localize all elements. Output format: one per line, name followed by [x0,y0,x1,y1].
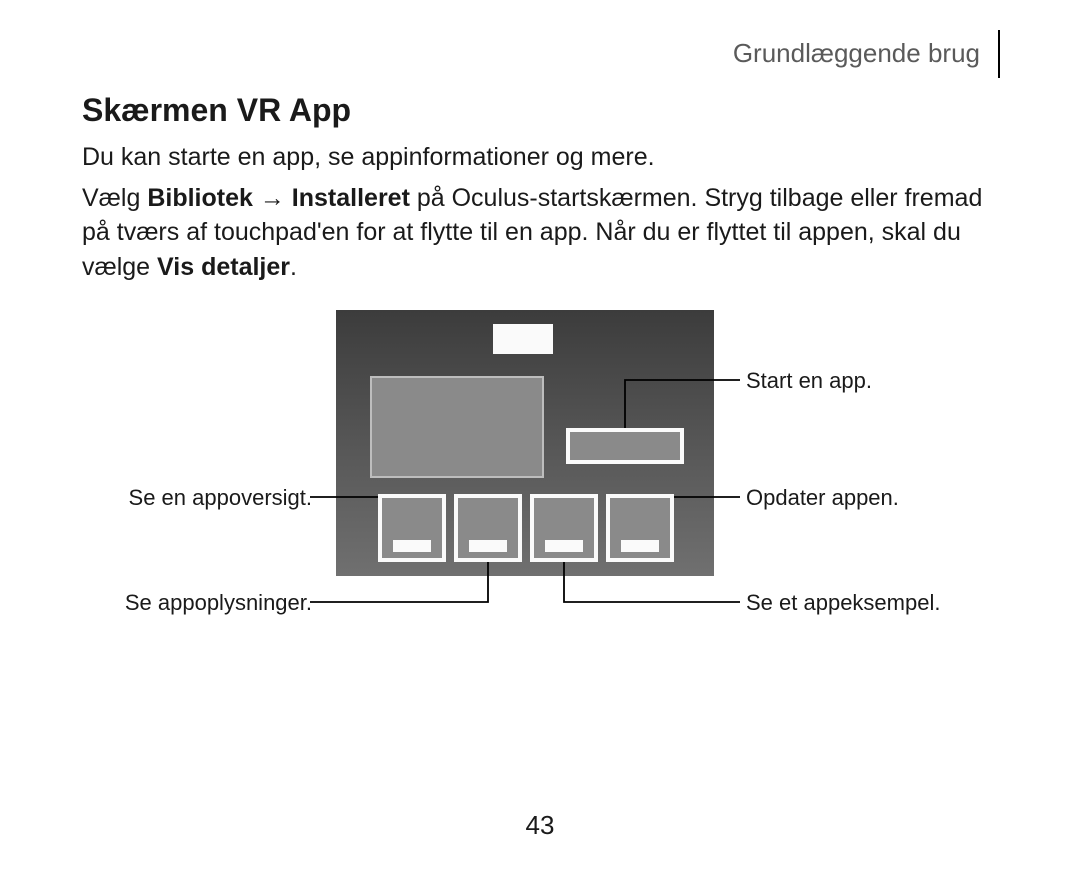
vr-screen [336,310,714,576]
p2-arrow: → [253,184,292,212]
screen-card-4 [606,494,674,562]
screen-top-chip [493,324,553,354]
p2-bold-visdetaljer: Vis detaljer [157,253,290,281]
paragraph-1: Du kan starte en app, se appinformatione… [82,140,992,175]
card-chip [621,540,659,552]
callout-app-example: Se et appeksempel. [746,590,940,616]
screen-card-3 [530,494,598,562]
card-chip [469,540,507,552]
paragraph-2: Vælg Bibliotek → Installeret på Oculus-s… [82,181,992,285]
body-text: Du kan starte en app, se appinformatione… [82,140,992,290]
page-number: 43 [0,810,1080,841]
callout-start-app: Start en app. [746,368,872,394]
callout-app-info: Se appoplysninger. [125,590,312,616]
p2-bold-installeret: Installeret [292,184,410,212]
card-chip [545,540,583,552]
card-chip [393,540,431,552]
p2-bold-bibliotek: Bibliotek [147,184,253,212]
callout-update-app: Opdater appen. [746,485,899,511]
screen-card-1 [378,494,446,562]
screen-preview-panel [370,376,544,478]
header-divider [998,30,1000,78]
page-title: Skærmen VR App [82,92,351,129]
p2-tail: . [290,253,297,281]
screen-start-button [566,428,684,464]
section-header: Grundlæggende brug [733,38,980,69]
p2-lead: Vælg [82,184,147,212]
callout-app-overview: Se en appoversigt. [129,485,312,511]
vr-app-diagram: Start en app. Opdater appen. Se et appek… [82,300,992,700]
screen-card-2 [454,494,522,562]
manual-page: Grundlæggende brug Skærmen VR App Du kan… [0,0,1080,883]
